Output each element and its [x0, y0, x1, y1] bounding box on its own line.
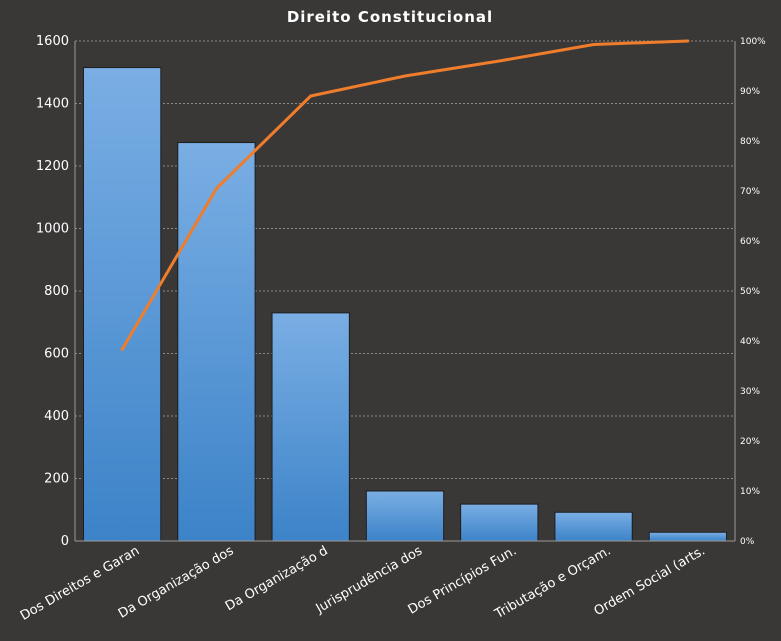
y2-tick-label: 100% [740, 37, 766, 47]
y2-tick-label: 50% [740, 287, 760, 297]
y-tick-label: 1400 [36, 97, 69, 112]
bars [82, 67, 728, 542]
bar [365, 490, 445, 542]
y2-tick-label: 80% [740, 137, 760, 147]
y2-tick-label: 40% [740, 337, 760, 347]
y-tick-label: 200 [44, 472, 69, 487]
bar [460, 503, 539, 542]
y-tick-label: 400 [44, 409, 69, 424]
bar [177, 142, 256, 542]
y2-tick-label: 30% [740, 387, 760, 397]
bar [554, 511, 633, 542]
cumulative-line-path [120, 39, 690, 351]
y-tick-label: 800 [44, 284, 69, 299]
y2-tick-label: 90% [740, 87, 760, 97]
y-tick-label: 1000 [36, 222, 69, 237]
axes [74, 41, 736, 542]
y2-tick-label: 10% [740, 487, 760, 497]
bar [648, 531, 728, 542]
cumulative-line [120, 39, 690, 351]
chart-title: Direito Constitucional [287, 8, 493, 26]
y2-tick-label: 70% [740, 187, 760, 197]
bar [271, 312, 350, 542]
y2-tick-label: 60% [740, 237, 760, 247]
y2-tick-label: 0% [740, 537, 755, 547]
y-tick-label: 600 [44, 347, 69, 362]
y2-tick-label: 20% [740, 437, 760, 447]
y-tick-label: 0 [61, 534, 69, 549]
y-tick-label: 1600 [36, 34, 69, 49]
y-tick-label: 1200 [36, 159, 69, 174]
